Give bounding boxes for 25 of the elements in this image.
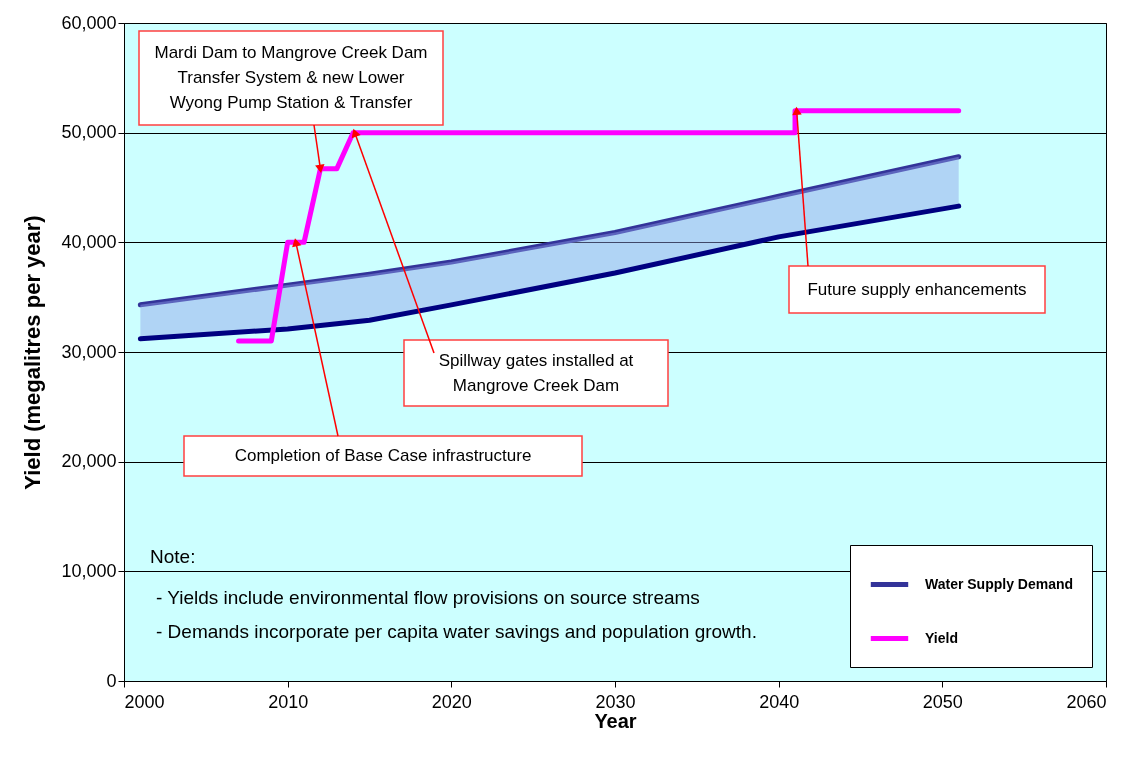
y-axis-title: Yield (megalitres per year) (20, 215, 46, 490)
legend-label: Water Supply Demand (925, 575, 1074, 592)
x-axis-title: Year (594, 709, 637, 732)
legend-label: Yield (925, 629, 958, 646)
y-tick-label: 30,000 (61, 341, 117, 362)
x-tick-label: 2000 (124, 691, 165, 712)
annotation: - Yields include environmental flow provisions on source streams (156, 587, 700, 608)
x-tick-label: 2010 (268, 691, 309, 712)
y-tick-label: 0 (106, 670, 117, 691)
y-tick-label: 10,000 (61, 560, 117, 581)
annotation: Spillway gates installed at Mangrove Creek Dam (438, 350, 634, 395)
y-tick-label: 60,000 (61, 12, 117, 33)
y-tick-label: 20,000 (61, 451, 117, 472)
x-tick-label: 2020 (431, 691, 472, 712)
x-tick-label: 2060 (1066, 691, 1107, 712)
annotation: - Demands incorporate per capita water savings and population growth. (156, 621, 757, 642)
x-tick-label: 2030 (595, 691, 636, 712)
x-tick-label: 2050 (922, 691, 963, 712)
annotation: Mardi Dam to Mangrove Creek Dam Transfer System & new Lower Wyong Pump Station & Transfer (154, 43, 428, 112)
annotation: Completion of Base Case infrastructure (234, 446, 532, 465)
y-tick-label: 50,000 (61, 122, 117, 143)
annotation: Future supply enhancements (807, 279, 1027, 299)
y-tick-label: 40,000 (61, 231, 117, 252)
annotation: Note: (150, 546, 196, 567)
x-tick-label: 2040 (759, 691, 800, 712)
